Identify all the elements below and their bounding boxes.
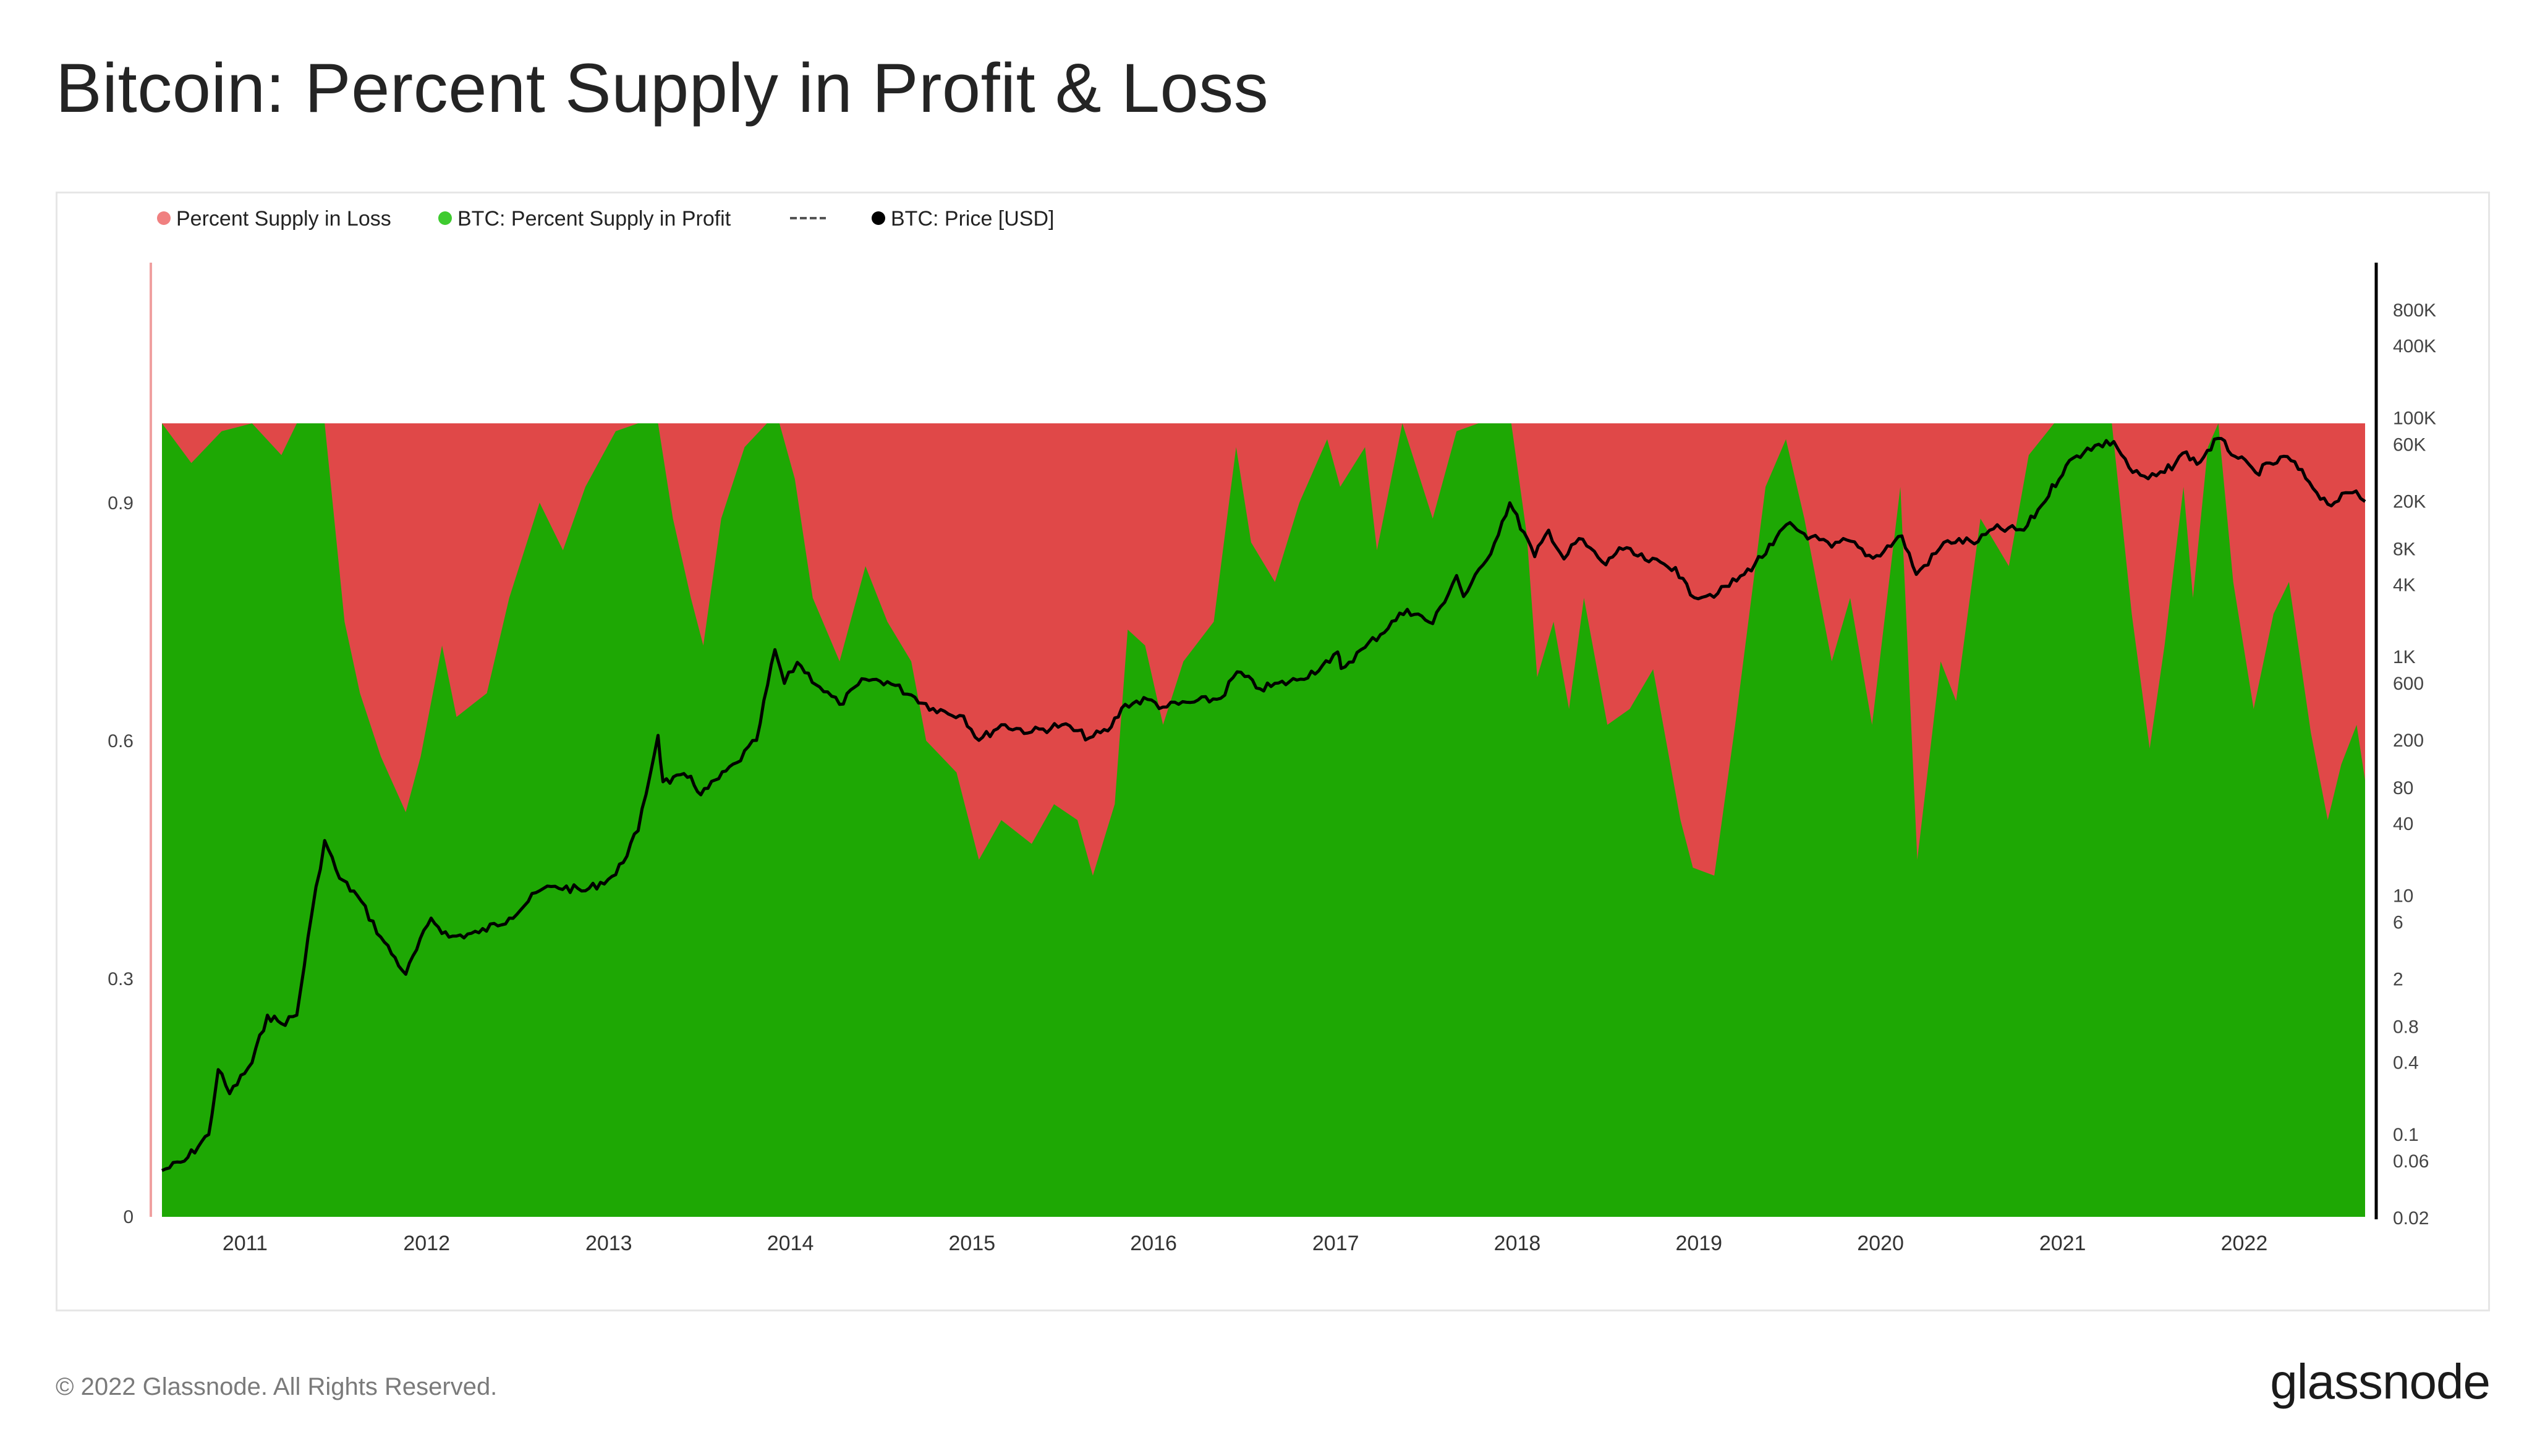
right-tick-label: 0.4 [2393, 1053, 2419, 1073]
left-tick-label: 0.3 [108, 969, 134, 989]
legend-marker-1 [438, 211, 452, 225]
copyright-text: © 2022 Glassnode. All Rights Reserved. [56, 1373, 498, 1400]
x-axis: 2011 2012 2013 2014 2015 2016 2017 2018 2019 2020… [223, 1232, 2267, 1255]
right-tick-label: 2 [2393, 970, 2403, 990]
right-tick-label: 600 [2393, 674, 2424, 694]
page-title: Bitcoin: Percent Supply in Profit & Loss [56, 49, 1269, 127]
profit-area [162, 423, 2365, 1217]
price-line [161, 436, 2366, 1172]
right-tick-label: 4K [2393, 575, 2416, 596]
area-layer [162, 423, 2365, 1217]
left-tick-label: 0.9 [108, 493, 134, 514]
legend: Percent Supply in Loss BTC: Percent Suppl… [157, 207, 1054, 231]
x-tick-label: 2017 [1312, 1232, 1359, 1255]
right-tick-label: 0.02 [2393, 1208, 2429, 1229]
right-tick-label: 400K [2393, 336, 2436, 357]
left-axis: 0 0.3 0.6 0.9 [108, 263, 152, 1227]
right-tick-label: 200 [2393, 730, 2424, 751]
glassnode-logo[interactable]: glassnode [2270, 1354, 2491, 1409]
legend-label-0: Percent Supply in Loss [176, 207, 391, 231]
right-tick-label: 0.06 [2393, 1151, 2429, 1172]
right-tick-label: 60K [2393, 434, 2426, 455]
right-tick-label: 0.8 [2393, 1017, 2419, 1037]
x-tick-label: 2020 [1857, 1232, 1904, 1255]
right-tick-label: 1K [2393, 647, 2416, 667]
chart-svg: Percent Supply in Loss BTC: Percent Suppl… [108, 207, 2436, 1255]
chart-panel: Percent Supply in Loss BTC: Percent Suppl… [56, 192, 2490, 1311]
x-tick-label: 2022 [2221, 1232, 2268, 1255]
x-tick-label: 2014 [767, 1232, 814, 1255]
right-tick-label: 6 [2393, 912, 2403, 933]
left-tick-label: 0.6 [108, 731, 134, 751]
right-tick-label: 100K [2393, 408, 2436, 428]
right-axis: 800K 400K 100K 60K 20K 8K 4K 1K 600 200 80 40 10 6 2 0.… [2374, 263, 2436, 1229]
right-tick-label: 10 [2393, 886, 2413, 906]
x-tick-label: 2013 [585, 1232, 632, 1255]
right-tick-label: 0.1 [2393, 1125, 2419, 1145]
x-tick-label: 2011 [223, 1232, 268, 1255]
legend-marker-0 [157, 211, 171, 225]
legend-label-1: BTC: Percent Supply in Profit [457, 207, 731, 231]
x-tick-label: 2019 [1675, 1232, 1722, 1255]
x-tick-label: 2015 [949, 1232, 996, 1255]
x-tick-label: 2021 [2039, 1232, 2086, 1255]
right-tick-label: 800K [2393, 300, 2436, 321]
x-tick-label: 2016 [1130, 1232, 1177, 1255]
right-tick-label: 20K [2393, 492, 2426, 512]
right-tick-label: 40 [2393, 814, 2413, 834]
price-layer [161, 436, 2366, 1172]
right-tick-label: 80 [2393, 778, 2413, 798]
legend-label-3: BTC: Price [USD] [891, 207, 1054, 231]
legend-marker-3 [872, 211, 885, 225]
left-tick-label: 0 [123, 1207, 134, 1227]
x-tick-label: 2018 [1494, 1232, 1541, 1255]
right-tick-label: 8K [2393, 539, 2416, 559]
x-tick-label: 2012 [403, 1232, 450, 1255]
